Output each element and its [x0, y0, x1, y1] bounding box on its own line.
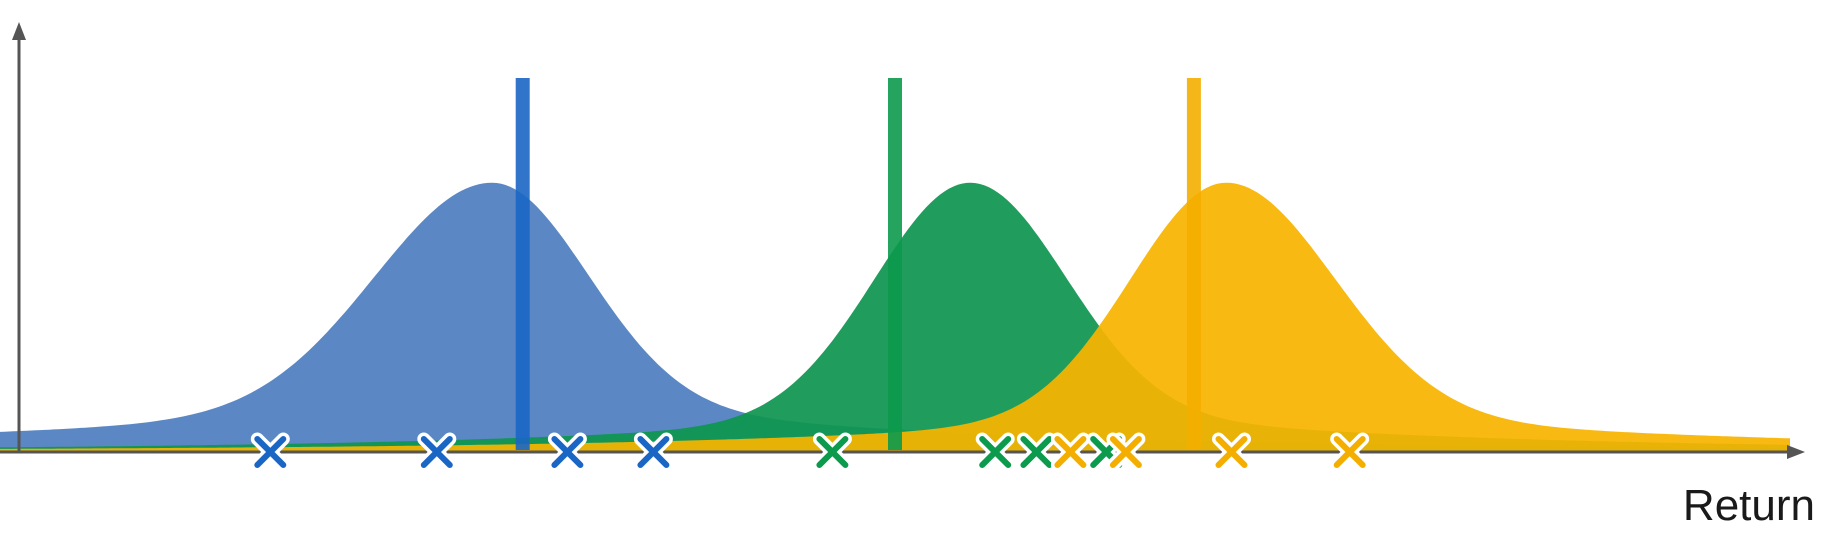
- sample-marker: [547, 432, 587, 472]
- distribution-area-3: [0, 182, 1790, 452]
- axes: [0, 22, 1805, 459]
- sample-marker: [812, 432, 852, 472]
- x-axis-arrow-icon: [1787, 445, 1805, 459]
- sample-marker: [1016, 432, 1056, 472]
- x-axis-label: Return: [1683, 481, 1815, 530]
- distribution-area-1: [0, 182, 1790, 452]
- sample-marker: [1106, 432, 1146, 472]
- mean-line-3: [1186, 78, 1201, 450]
- sample-marker: [1050, 432, 1090, 472]
- sample-marker: [417, 432, 457, 472]
- sample-marker: [1212, 432, 1251, 472]
- sample-marker: [250, 432, 290, 472]
- mean-line-2: [888, 78, 902, 450]
- y-axis-arrow-icon: [12, 22, 26, 40]
- sample-marker: [633, 432, 673, 472]
- mean-line-1: [515, 78, 530, 450]
- sample-marker-layer: [250, 432, 1370, 472]
- sample-marker: [975, 432, 1015, 472]
- mean-line-layer: [515, 78, 1201, 450]
- sample-marker: [1330, 432, 1370, 472]
